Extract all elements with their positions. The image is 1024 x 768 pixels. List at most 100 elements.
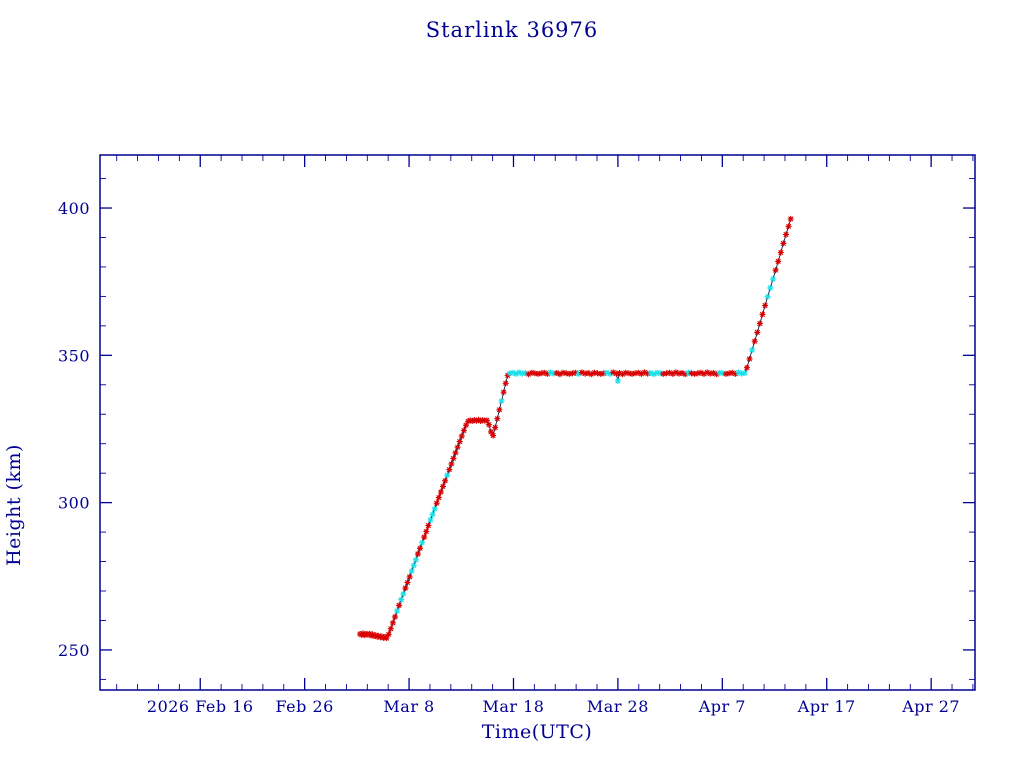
data-point-red-asterisk	[450, 455, 457, 462]
data-point-red-asterisk	[496, 406, 503, 413]
data-point-cyan-asterisk	[410, 562, 417, 569]
data-point-red-asterisk	[535, 370, 541, 377]
data-point-red-asterisk	[421, 534, 428, 541]
data-point-red-asterisk	[679, 370, 686, 376]
data-point-cyan-asterisk	[738, 370, 745, 377]
y-tick-label: 400	[58, 199, 90, 218]
data-point-red-asterisk	[396, 602, 403, 609]
data-point-red-asterisk	[732, 370, 739, 377]
data-point-red-asterisk	[502, 380, 509, 387]
x-tick-label: Feb 26	[275, 697, 333, 716]
data-point-red-asterisk	[707, 370, 714, 377]
x-tick-label: Mar 8	[383, 697, 434, 716]
data-point-cyan-asterisk	[516, 369, 523, 376]
data-point-red-asterisk	[704, 369, 711, 376]
data-point-red-asterisk	[446, 466, 453, 473]
data-point-cyan-asterisk	[398, 596, 405, 603]
data-point-cyan-asterisk	[513, 370, 520, 377]
data-point-red-asterisk	[622, 369, 629, 376]
data-point-red-asterisk	[492, 424, 499, 431]
data-point-red-asterisk	[440, 483, 446, 490]
data-point-red-asterisk	[783, 231, 789, 238]
data-point-cyan-asterisk	[603, 369, 610, 376]
data-point-red-asterisk	[553, 370, 560, 376]
data-point-red-asterisk	[644, 370, 651, 377]
data-point-red-asterisk	[471, 417, 478, 424]
data-point-red-asterisk	[392, 613, 398, 620]
data-point-cyan-asterisk	[400, 591, 407, 597]
data-point-red-asterisk	[785, 223, 792, 230]
data-point-cyan-asterisk	[429, 511, 436, 518]
data-point-red-asterisk	[746, 355, 753, 362]
data-point-red-asterisk	[566, 370, 573, 377]
data-point-red-asterisk	[588, 371, 595, 378]
plot-content: 2026 Feb 16 Feb 26 Mar 8 Mar 18 Mar 28 Apr 7 A…	[58, 155, 975, 716]
data-point-red-asterisk	[423, 528, 430, 535]
data-point-red-asterisk	[475, 416, 482, 423]
data-point-red-asterisk	[729, 369, 736, 376]
data-point-red-asterisk	[682, 371, 689, 378]
data-point-red-asterisk	[414, 550, 421, 557]
data-point-red-asterisk	[772, 267, 779, 274]
data-point-cyan-asterisk	[444, 472, 451, 479]
x-axis-label: Time(UTC)	[482, 721, 593, 743]
data-point-red-asterisk	[452, 449, 459, 456]
data-point-red-asterisk	[454, 444, 461, 451]
y-tick-label: 300	[58, 494, 90, 513]
data-point-red-asterisk	[469, 418, 476, 424]
data-point-red-asterisk	[663, 370, 670, 377]
x-tick-label: Mar 18	[482, 697, 544, 716]
y-tick-label: 250	[58, 641, 90, 660]
data-point-red-asterisk	[726, 370, 733, 377]
data-point-cyan-asterisk	[614, 378, 621, 384]
data-point-red-asterisk	[483, 417, 490, 424]
data-point-cyan-asterisk	[764, 293, 771, 300]
data-point-cyan-asterisk	[408, 568, 415, 574]
data-point-red-asterisk	[435, 494, 442, 501]
data-point-cyan-asterisk	[770, 276, 776, 282]
data-point-red-asterisk	[582, 370, 588, 377]
height-trend-line	[359, 218, 792, 639]
data-point-red-asterisk	[417, 545, 423, 552]
data-point-red-asterisk	[666, 369, 673, 376]
data-point-cyan-asterisk	[735, 369, 742, 376]
data-point-cyan-asterisk	[506, 370, 513, 377]
data-point-red-asterisk	[787, 215, 794, 222]
data-point-red-asterisk	[723, 370, 729, 377]
data-point-red-asterisk	[433, 500, 440, 507]
data-point-red-asterisk	[632, 370, 639, 377]
data-point-red-asterisk	[672, 369, 679, 376]
data-point-cyan-asterisk	[510, 369, 516, 376]
data-point-red-asterisk	[578, 369, 585, 376]
data-point-cyan-asterisk	[575, 370, 582, 377]
x-tick-label: Apr 27	[901, 697, 960, 716]
data-point-cyan-asterisk	[719, 370, 726, 377]
data-point-red-asterisk	[701, 370, 707, 377]
data-point-red-asterisk	[458, 433, 465, 440]
data-point-red-asterisk	[688, 370, 695, 377]
data-point-red-asterisk	[473, 417, 480, 424]
data-point-red-asterisk	[531, 370, 538, 377]
data-point-red-asterisk	[488, 428, 494, 435]
x-tick-label: Mar 28	[587, 697, 649, 716]
data-point-red-asterisk	[635, 369, 642, 376]
data-point-red-asterisk	[538, 370, 545, 377]
data-point-red-asterisk	[402, 585, 409, 592]
data-point-red-asterisk	[762, 302, 769, 309]
data-point-red-asterisk	[613, 370, 620, 377]
data-point-red-asterisk	[616, 370, 623, 376]
data-point-red-asterisk	[625, 370, 632, 377]
data-point-red-asterisk	[594, 370, 601, 377]
data-point-red-asterisk	[777, 249, 784, 256]
data-point-red-asterisk	[383, 635, 390, 642]
data-point-cyan-asterisk	[647, 370, 654, 376]
data-point-red-asterisk	[569, 370, 576, 377]
data-point-cyan-asterisk	[650, 371, 657, 378]
data-point-red-asterisk	[710, 370, 717, 376]
data-point-cyan-asterisk	[550, 370, 557, 377]
data-point-red-asterisk	[442, 477, 449, 484]
data-point-red-asterisk	[490, 432, 497, 439]
data-point-red-asterisk	[713, 371, 720, 378]
